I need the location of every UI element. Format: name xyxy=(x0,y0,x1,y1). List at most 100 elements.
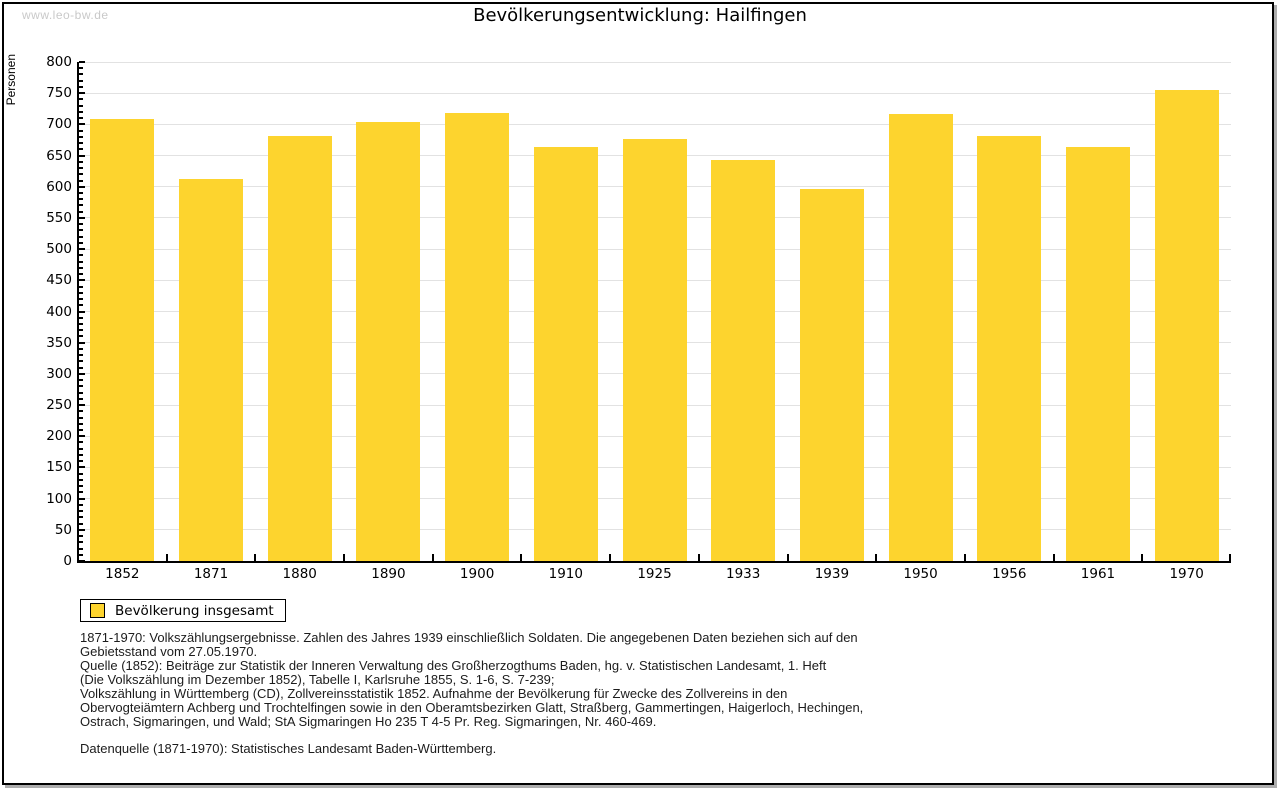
y-minor-tick xyxy=(79,191,83,194)
y-minor-tick xyxy=(79,522,83,525)
y-major-tick xyxy=(79,528,85,531)
y-major-tick xyxy=(79,341,85,344)
x-boundary-tick xyxy=(254,554,257,561)
y-minor-tick xyxy=(79,273,83,276)
footnote-line: Gebietsstand vom 27.05.1970. xyxy=(80,644,258,659)
y-minor-tick xyxy=(79,160,83,163)
y-minor-tick xyxy=(79,335,83,338)
y-minor-tick xyxy=(79,67,83,70)
site-watermark: www.leo-bw.de xyxy=(22,8,109,22)
y-minor-tick xyxy=(79,117,83,120)
x-boundary-tick xyxy=(609,554,612,561)
bar-1910 xyxy=(533,146,598,561)
footnote-line: Quelle (1852): Beiträge zur Statistik de… xyxy=(80,658,827,673)
chart-title: Bevölkerungsentwicklung: Hailfingen xyxy=(473,5,807,26)
y-minor-tick xyxy=(79,535,83,538)
y-axis-line xyxy=(77,62,79,563)
y-minor-tick xyxy=(79,485,83,488)
y-tick-label: 100 xyxy=(46,490,72,507)
y-tick-label: 200 xyxy=(46,428,72,445)
y-major-tick xyxy=(79,466,85,469)
x-boundary-tick xyxy=(963,554,966,561)
y-minor-tick xyxy=(79,229,83,232)
bar-1939 xyxy=(799,188,864,561)
y-tick-label: 500 xyxy=(46,241,72,258)
footnote-line: 1871-1970: Volkszählungsergebnisse. Zahl… xyxy=(80,630,858,645)
legend-swatch xyxy=(90,603,105,618)
x-tick-label: 1910 xyxy=(548,566,583,582)
y-major-tick xyxy=(79,185,85,188)
y-minor-tick xyxy=(79,291,83,294)
y-minor-tick xyxy=(79,441,83,444)
x-tick-label: 1939 xyxy=(814,566,850,582)
y-minor-tick xyxy=(79,298,83,301)
legend-box: Bevölkerung insgesamt xyxy=(80,599,286,622)
y-tick-label: 550 xyxy=(46,209,72,226)
y-minor-tick xyxy=(79,129,83,132)
y-tick-label: 0 xyxy=(63,553,72,569)
bar-1890 xyxy=(356,121,421,561)
x-tick-label: 1871 xyxy=(193,566,229,582)
bar-1956 xyxy=(977,136,1042,561)
y-tick-label: 350 xyxy=(46,334,72,351)
y-gridline xyxy=(79,61,1231,63)
bar-1961 xyxy=(1065,147,1130,561)
x-tick-label: 1961 xyxy=(1080,566,1116,582)
y-tick-label: 700 xyxy=(46,116,72,133)
y-gridline xyxy=(79,123,1231,125)
x-tick-label: 1956 xyxy=(992,566,1027,582)
y-minor-tick xyxy=(79,223,83,226)
bar-1925 xyxy=(622,139,687,561)
legend-label: Bevölkerung insgesamt xyxy=(115,602,274,619)
x-tick-label: 1950 xyxy=(903,566,938,582)
x-tick-label: 1925 xyxy=(637,566,672,582)
y-tick-label: 150 xyxy=(46,459,72,476)
y-minor-tick xyxy=(79,429,83,431)
y-minor-tick xyxy=(79,447,83,450)
y-tick-label: 800 xyxy=(46,54,72,70)
bar-1900 xyxy=(445,112,510,561)
x-boundary-tick xyxy=(343,554,346,561)
x-boundary-tick xyxy=(165,554,168,561)
y-minor-tick xyxy=(79,254,83,257)
bar-1871 xyxy=(179,178,244,561)
footnote-line: Ostrach, Sigmaringen, und Wald; StA Sigm… xyxy=(80,714,657,729)
y-major-tick xyxy=(79,497,85,500)
y-tick-label: 250 xyxy=(46,397,72,414)
x-tick-label: 1900 xyxy=(459,566,495,582)
y-minor-tick xyxy=(79,167,83,170)
x-boundary-tick xyxy=(697,554,700,561)
y-minor-tick xyxy=(79,541,83,544)
y-minor-tick xyxy=(79,73,83,76)
y-tick-label: 400 xyxy=(46,303,72,320)
y-minor-tick xyxy=(79,266,83,269)
y-minor-tick xyxy=(79,472,83,475)
y-minor-tick xyxy=(79,179,83,182)
y-minor-tick xyxy=(79,241,83,244)
bar-1970 xyxy=(1154,90,1219,561)
y-minor-tick xyxy=(79,260,83,263)
y-minor-tick xyxy=(79,391,83,394)
y-minor-tick xyxy=(79,491,83,494)
y-major-tick xyxy=(79,154,85,157)
y-tick-label: 750 xyxy=(46,85,72,102)
y-minor-tick xyxy=(79,354,83,357)
y-major-tick xyxy=(79,310,85,313)
y-minor-tick xyxy=(79,410,83,413)
x-tick-label: 1890 xyxy=(371,566,406,582)
footnote-line: Volkszählung in Württemberg (CD), Zollve… xyxy=(80,686,788,701)
y-minor-tick xyxy=(79,135,83,138)
y-minor-tick xyxy=(79,516,83,519)
footnote-line: (Die Volkszählung im Dezember 1852), Tab… xyxy=(80,672,555,687)
bar-1950 xyxy=(888,114,953,561)
x-boundary-tick xyxy=(1229,554,1231,561)
y-major-tick xyxy=(79,123,85,126)
y-minor-tick xyxy=(79,322,83,325)
x-tick-label: 1880 xyxy=(282,566,317,582)
y-major-tick xyxy=(79,248,85,251)
y-minor-tick xyxy=(79,547,83,550)
bar-1852 xyxy=(90,119,155,561)
x-boundary-tick xyxy=(875,554,878,561)
y-major-tick xyxy=(79,61,85,63)
y-minor-tick xyxy=(79,453,83,456)
